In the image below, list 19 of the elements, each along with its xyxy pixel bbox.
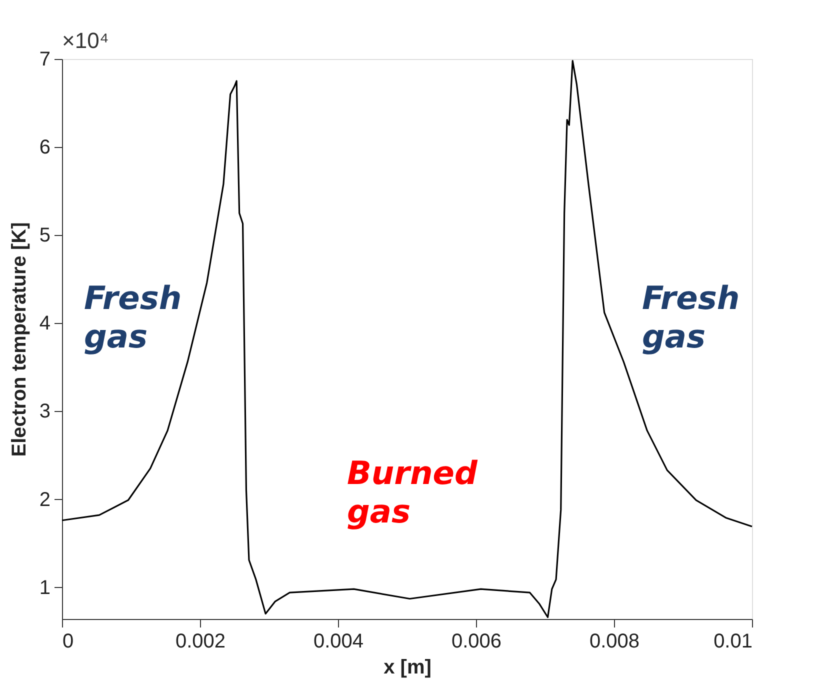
y-tick-label: 3 (39, 400, 50, 423)
y-tick-label: 4 (39, 312, 50, 335)
y-axis-title: Electron temperature [K] (8, 222, 30, 457)
text: ×10⁴ (62, 28, 109, 53)
x-tick-label: 0 (62, 630, 74, 652)
y-tick-label: 6 (39, 136, 50, 159)
y-tick-label: 7 (39, 48, 50, 70)
x-tick-label: 0.008 (589, 630, 640, 652)
x-tick-label: 0.006 (451, 630, 502, 652)
x-tick-label: 0.01 (714, 630, 752, 652)
x-tick-label: 0.002 (175, 630, 226, 652)
x-tick-label: 0.004 (313, 630, 364, 652)
y-tick-label: 1 (39, 576, 50, 599)
annotation: Fresh gas (642, 279, 740, 356)
y-tick-label: 2 (39, 488, 50, 511)
x-axis-title: x [m] (384, 656, 432, 678)
annotation: Fresh gas (84, 279, 182, 356)
y-tick-label: 5 (39, 224, 50, 247)
annotation: Burned gas (347, 454, 478, 530)
